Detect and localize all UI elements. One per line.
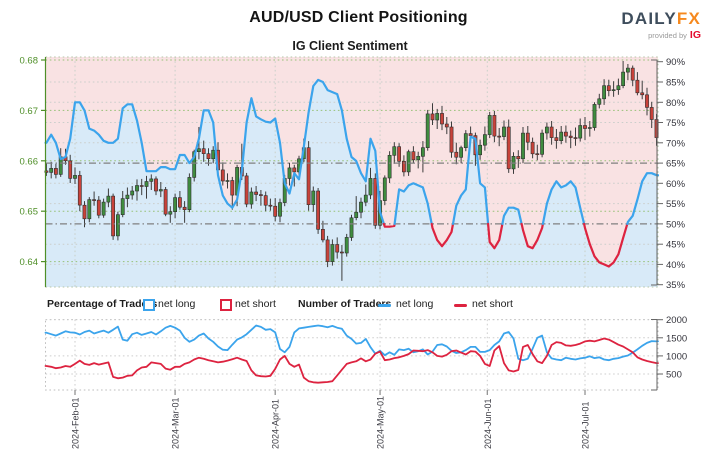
svg-text:65%: 65% — [666, 159, 686, 170]
legend-number-label: Number of Traders — [298, 298, 392, 310]
svg-text:0.67: 0.67 — [20, 106, 39, 117]
net-long-box-swatch — [143, 299, 155, 311]
svg-text:2024-Jun-01: 2024-Jun-01 — [483, 398, 493, 449]
svg-text:2000: 2000 — [666, 315, 687, 326]
legend-pct-net-long: net long — [158, 298, 196, 310]
sentiment-fill-areas — [45, 57, 658, 288]
svg-text:2024-May-01: 2024-May-01 — [376, 396, 386, 449]
svg-text:2024-Jul-01: 2024-Jul-01 — [581, 401, 591, 449]
dailyfx-wordmark: DAILYFX — [621, 10, 701, 27]
svg-text:40%: 40% — [666, 260, 686, 271]
svg-text:45%: 45% — [666, 240, 686, 251]
svg-text:0.66: 0.66 — [20, 156, 39, 167]
svg-text:2024-Feb-01: 2024-Feb-01 — [71, 397, 81, 449]
svg-text:0.65: 0.65 — [20, 207, 39, 218]
svg-text:80%: 80% — [666, 98, 686, 109]
legend: Percentage of Traders net long net short… — [45, 295, 665, 317]
percent-axis-right: 90% 85% 80% 75% 70% 65% 60% 55% 50% 45% 40% 35% — [651, 57, 686, 291]
reference-lines — [45, 162, 658, 225]
svg-text:0.68: 0.68 — [20, 56, 39, 67]
logo-fx-text: FX — [676, 9, 701, 28]
svg-text:1500: 1500 — [666, 333, 687, 344]
svg-text:90%: 90% — [666, 57, 686, 68]
chart-subtitle: IG Client Sentiment — [292, 39, 408, 53]
legend-pct-net-short: net short — [235, 298, 276, 310]
svg-text:85%: 85% — [666, 78, 686, 89]
price-axis-left: 0.68 0.67 0.66 0.65 0.64 — [20, 56, 47, 287]
date-axis: 2024-Feb-01 2024-Mar-01 2024-Apr-01 2024-Ma… — [71, 390, 591, 449]
dailyfx-logo: DAILYFX provided by IG — [621, 10, 701, 41]
legend-num-net-long: net long — [396, 298, 434, 310]
legend-num-net-short: net short — [472, 298, 513, 310]
net-long-percent-line — [44, 78, 660, 268]
logo-ig-text: IG — [689, 29, 701, 41]
price-candlesticks — [44, 61, 659, 281]
svg-text:75%: 75% — [666, 118, 686, 129]
svg-text:2024-Apr-01: 2024-Apr-01 — [271, 399, 281, 449]
legend-percentage-label: Percentage of Traders — [47, 298, 158, 310]
svg-text:0.64: 0.64 — [20, 257, 39, 268]
main-gridlines — [45, 56, 659, 288]
logo-provided-by: provided by IG — [621, 30, 701, 41]
svg-text:35%: 35% — [666, 280, 686, 291]
svg-text:70%: 70% — [666, 138, 686, 149]
page-title: AUD/USD Client Positioning — [249, 9, 468, 26]
number-of-traders-panel: 2000 1500 1000 500 — [44, 315, 687, 391]
provided-by-text: provided by — [648, 31, 687, 40]
net-short-box-swatch — [220, 299, 232, 311]
logo-daily-text: DAILY — [621, 9, 677, 28]
svg-text:500: 500 — [666, 370, 682, 381]
net-long-line-swatch — [378, 304, 391, 307]
svg-text:60%: 60% — [666, 179, 686, 190]
svg-text:1000: 1000 — [666, 351, 687, 362]
svg-text:55%: 55% — [666, 199, 686, 210]
svg-text:50%: 50% — [666, 219, 686, 230]
svg-text:2024-Mar-01: 2024-Mar-01 — [171, 397, 181, 449]
net-short-line-swatch — [454, 304, 467, 307]
